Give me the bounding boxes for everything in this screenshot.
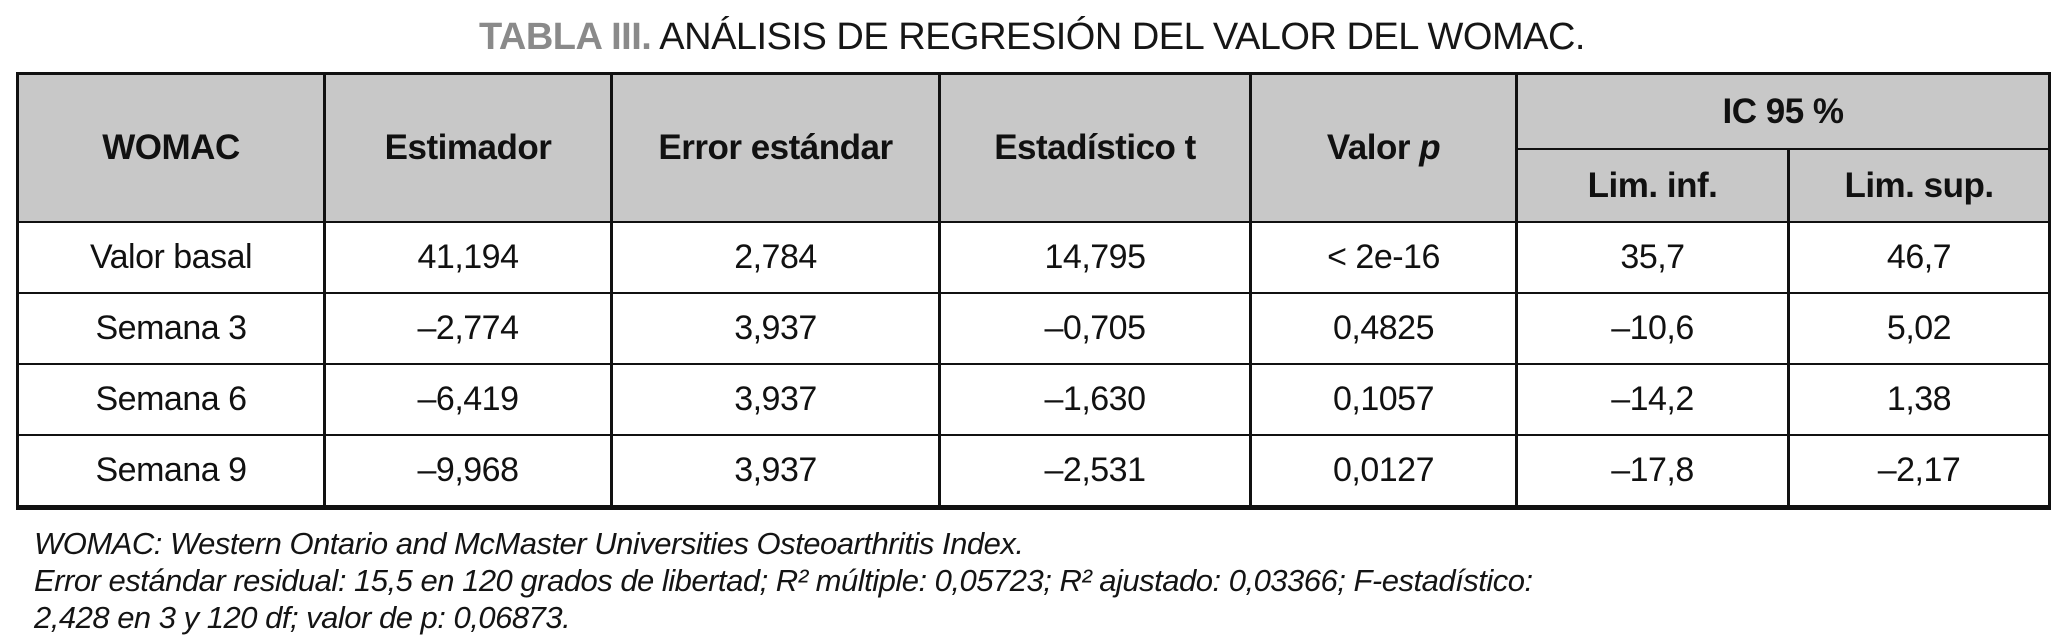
footnote-line: 2,428 en 3 y 120 df; valor de p: 0,06873… — [34, 600, 571, 635]
cell-error-estandar: 3,937 — [610, 363, 941, 436]
cell-estimador: –2,774 — [323, 292, 613, 365]
col-header-lim-inf: Lim. inf. — [1515, 148, 1790, 223]
valor-label: Valor — [1326, 128, 1411, 167]
cell-lim-inf: –10,6 — [1515, 292, 1790, 365]
cell-estadistico-t: 14,795 — [938, 221, 1252, 294]
cell-error-estandar: 3,937 — [610, 434, 941, 510]
row-label: Semana 9 — [16, 434, 326, 510]
table-footnotes: WOMAC: Western Ontario and McMaster Univ… — [34, 525, 2059, 636]
cell-valor-p: < 2e-16 — [1249, 221, 1518, 294]
col-header-lim-sup: Lim. sup. — [1787, 148, 2051, 223]
table-title: TABLA III. ANÁLISIS DE REGRESIÓN DEL VAL… — [16, 16, 2048, 59]
cell-valor-p: 0,4825 — [1249, 292, 1518, 365]
row-label: Valor basal — [16, 221, 326, 294]
col-header-estimador: Estimador — [323, 72, 613, 223]
table-row-valor-basal: Valor basal 41,194 2,784 14,795 < 2e-16 … — [16, 221, 2051, 294]
col-header-error-estandar: Error estándar — [610, 72, 941, 223]
cell-estadistico-t: –1,630 — [938, 363, 1252, 436]
cell-valor-p: 0,1057 — [1249, 363, 1518, 436]
header-row-2: Lim. inf. Lim. sup. — [18, 148, 2051, 223]
cell-estimador: –9,968 — [323, 434, 613, 510]
col-header-womac: WOMAC — [16, 72, 326, 223]
table-row-semana-6: Semana 6 –6,419 3,937 –1,630 0,1057 –14,… — [16, 363, 2051, 436]
row-label: Semana 3 — [16, 292, 326, 365]
cell-error-estandar: 3,937 — [610, 292, 941, 365]
col-header-estadistico-t: Estadístico t — [938, 72, 1252, 223]
cell-estadistico-t: –0,705 — [938, 292, 1252, 365]
table-head: WOMAC Estimador Error estándar Estadísti… — [16, 72, 2051, 223]
table-title-text: ANÁLISIS DE REGRESIÓN DEL VALOR DEL WOMA… — [659, 16, 1585, 58]
cell-estimador: 41,194 — [323, 221, 613, 294]
cell-estadistico-t: –2,531 — [938, 434, 1252, 510]
cell-lim-inf: –17,8 — [1515, 434, 1790, 510]
paper-table-figure: TABLA III. ANÁLISIS DE REGRESIÓN DEL VAL… — [0, 16, 2059, 640]
cell-lim-inf: –14,2 — [1515, 363, 1790, 436]
footnote-line: Error estándar residual: 15,5 en 120 gra… — [34, 563, 1533, 598]
table-row-semana-3: Semana 3 –2,774 3,937 –0,705 0,4825 –10,… — [16, 292, 2051, 365]
cell-lim-inf: 35,7 — [1515, 221, 1790, 294]
table-body: Valor basal 41,194 2,784 14,795 < 2e-16 … — [16, 221, 2051, 510]
cell-valor-p: 0,0127 — [1249, 434, 1518, 510]
col-header-valor-p: Valor p — [1249, 72, 1518, 223]
row-label: Semana 6 — [16, 363, 326, 436]
cell-estimador: –6,419 — [323, 363, 613, 436]
table-row-semana-9: Semana 9 –9,968 3,937 –2,531 0,0127 –17,… — [16, 434, 2051, 510]
regression-table: WOMAC Estimador Error estándar Estadísti… — [16, 72, 2051, 510]
table-title-label: TABLA III. — [479, 16, 652, 58]
col-header-ic95-group: IC 95 % — [1515, 72, 2051, 150]
cell-error-estandar: 2,784 — [610, 221, 941, 294]
cell-lim-sup: 1,38 — [1787, 363, 2051, 436]
cell-lim-sup: 46,7 — [1787, 221, 2051, 294]
p-symbol: p — [1419, 128, 1441, 167]
header-row-1: WOMAC Estimador Error estándar Estadísti… — [16, 72, 2051, 223]
cell-lim-sup: 5,02 — [1787, 292, 2051, 365]
cell-lim-sup: –2,17 — [1787, 434, 2051, 510]
footnote-line: WOMAC: Western Ontario and McMaster Univ… — [34, 526, 1024, 561]
